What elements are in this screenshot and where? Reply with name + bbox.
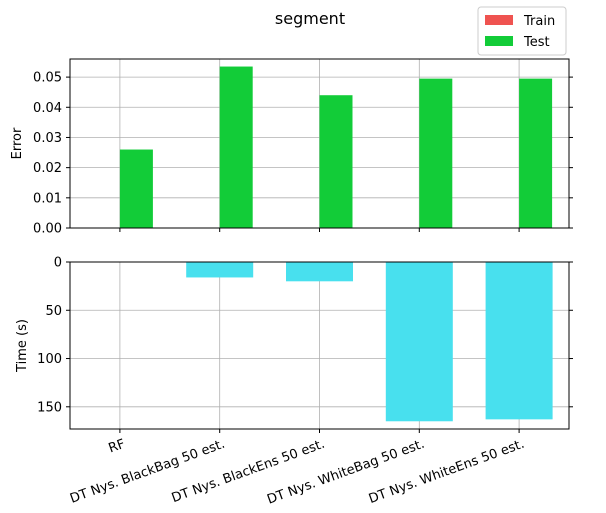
top-ytick-label: 0.00 — [33, 222, 62, 237]
top-ytick-label: 0.02 — [33, 161, 62, 176]
legend-label-test: Test — [523, 35, 550, 50]
top-ytick-label: 0.03 — [33, 131, 62, 146]
time-bar-3 — [385, 262, 453, 422]
time-bar-1 — [186, 262, 254, 278]
bar-test-4 — [519, 78, 553, 228]
xtick-label: DT Nys. BlackBag 50 est. — [68, 437, 227, 507]
top-ytick-label: 0.04 — [33, 101, 62, 116]
bar-test-2 — [319, 95, 353, 228]
top-ytick-label: 0.01 — [33, 191, 62, 206]
bar-test-0 — [119, 149, 153, 228]
top-ytick-label: 0.05 — [33, 71, 62, 86]
bottom-y-axis-title: Time (s) — [15, 319, 30, 373]
bar-test-3 — [419, 78, 453, 228]
xtick-label: DT Nys. WhiteBag 50 est. — [265, 437, 426, 508]
top-y-axis-title: Error — [10, 127, 25, 159]
bar-test-1 — [219, 66, 253, 228]
legend-swatch-train — [485, 15, 513, 25]
bottom-ytick-label: 100 — [37, 352, 62, 367]
xtick-label: RF — [107, 437, 128, 457]
bottom-ytick-label: 0 — [54, 256, 62, 271]
bottom-ytick-label: 150 — [37, 400, 62, 415]
bottom-ytick-label: 50 — [45, 304, 62, 319]
time-bar-2 — [286, 262, 353, 282]
legend-swatch-test — [485, 36, 513, 46]
time-bar-4 — [485, 262, 553, 420]
chart-title: segment — [275, 9, 345, 28]
legend-label-train: Train — [523, 14, 555, 29]
